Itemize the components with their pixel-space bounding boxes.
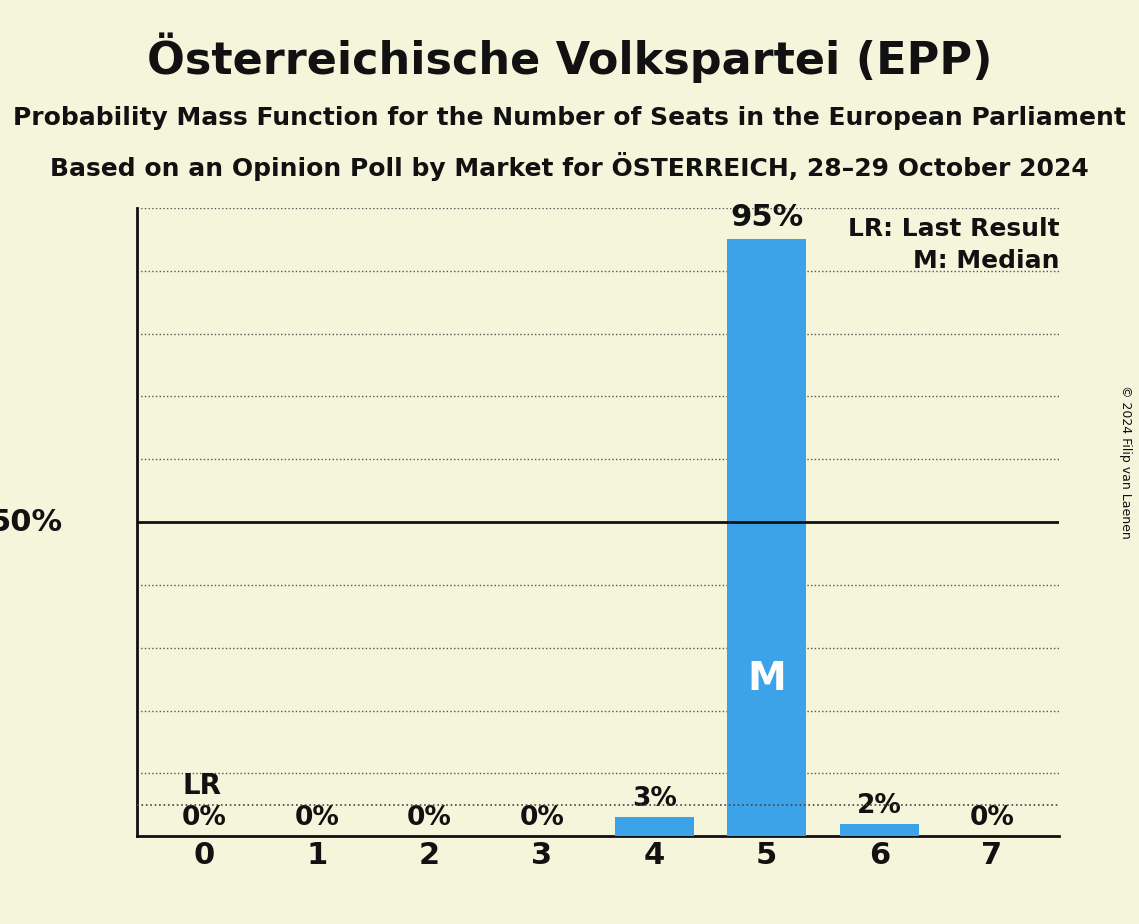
Text: 0%: 0% bbox=[519, 805, 564, 832]
Text: M: Median: M: Median bbox=[912, 249, 1059, 273]
Text: 3%: 3% bbox=[632, 786, 677, 812]
Bar bbox=[728, 239, 806, 836]
Text: 0%: 0% bbox=[969, 805, 1014, 832]
Text: LR: Last Result: LR: Last Result bbox=[847, 217, 1059, 241]
Text: 0%: 0% bbox=[294, 805, 339, 832]
Text: 95%: 95% bbox=[730, 202, 803, 232]
Text: Österreichische Volkspartei (EPP): Österreichische Volkspartei (EPP) bbox=[147, 32, 992, 83]
Text: Based on an Opinion Poll by Market for ÖSTERREICH, 28–29 October 2024: Based on an Opinion Poll by Market for Ö… bbox=[50, 152, 1089, 181]
Text: Probability Mass Function for the Number of Seats in the European Parliament: Probability Mass Function for the Number… bbox=[13, 106, 1126, 130]
Text: LR: LR bbox=[182, 772, 222, 800]
Text: © 2024 Filip van Laenen: © 2024 Filip van Laenen bbox=[1118, 385, 1132, 539]
Text: 0%: 0% bbox=[407, 805, 452, 832]
Text: 50%: 50% bbox=[0, 507, 63, 537]
Bar bbox=[839, 823, 919, 836]
Text: 2%: 2% bbox=[857, 793, 902, 819]
Bar bbox=[615, 818, 694, 836]
Text: M: M bbox=[747, 660, 786, 699]
Text: 0%: 0% bbox=[182, 805, 227, 832]
